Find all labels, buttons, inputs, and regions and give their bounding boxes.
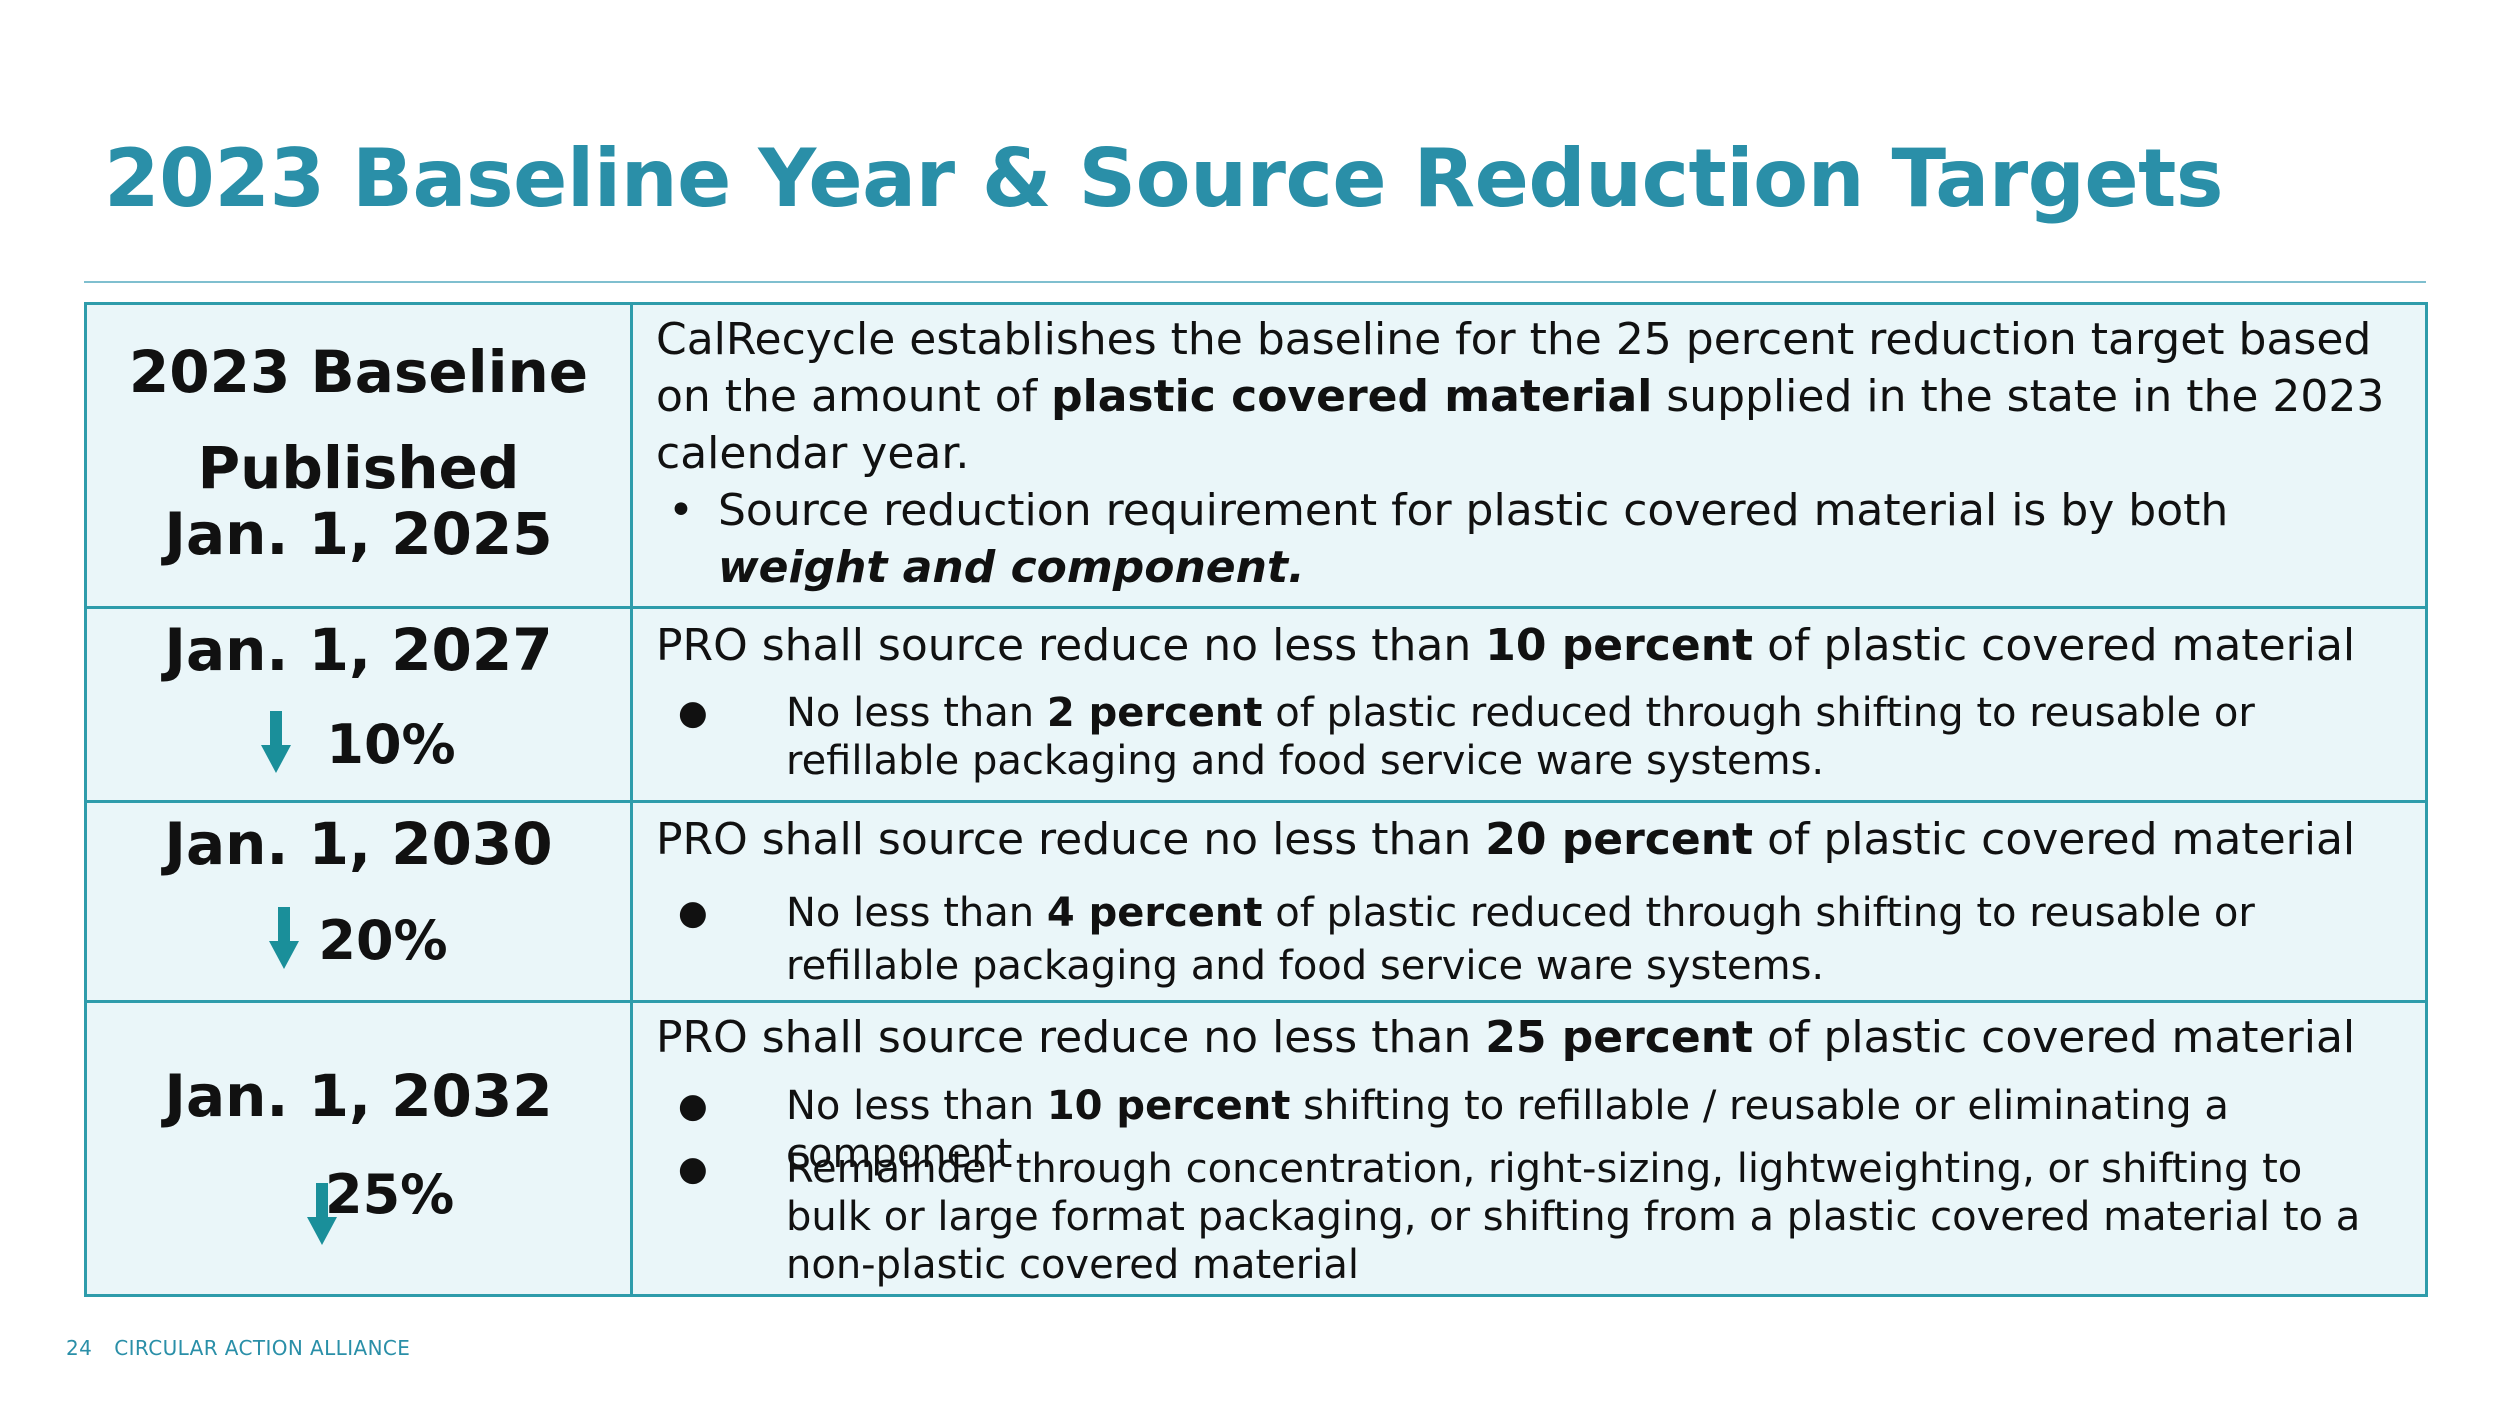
target-2032-arrow-wrap: [307, 1183, 337, 1249]
page-number: 24: [66, 1336, 93, 1360]
targets-table: 2023 Baseline Published Jan. 1, 2025 Cal…: [84, 302, 2428, 1297]
target-2027-reduction: 10%: [87, 711, 630, 777]
bullet-icon: ●: [678, 1086, 708, 1126]
target-2030-main: PRO shall source reduce no less than 20 …: [656, 814, 2356, 865]
baseline-description-cell: CalRecycle establishes the baseline for …: [636, 305, 2425, 606]
table-row-2027: Jan. 1, 2027 10% PRO shall source reduce…: [87, 606, 2425, 803]
target-2027-main: PRO shall source reduce no less than 10 …: [656, 620, 2356, 671]
bullet-icon: ●: [678, 693, 708, 733]
table-row-2032: Jan. 1, 2032 25% PRO shall source reduce…: [87, 1000, 2425, 1297]
target-2030-label-cell: Jan. 1, 2030 20%: [87, 803, 633, 1003]
footer-organization: CIRCULAR ACTION ALLIANCE: [114, 1336, 411, 1360]
target-2030-percent: 20%: [318, 908, 448, 972]
published-label: Published: [197, 434, 520, 502]
bullet-icon: •: [668, 485, 694, 536]
down-arrow-icon: [261, 711, 292, 777]
page-title: 2023 Baseline Year & Source Reduction Ta…: [104, 132, 2224, 225]
bullet-icon: ●: [678, 1149, 708, 1189]
title-divider: [84, 281, 2426, 283]
target-2030-description-cell: PRO shall source reduce no less than 20 …: [636, 803, 2425, 1003]
down-arrow-icon: [269, 907, 300, 973]
target-2032-label-cell: Jan. 1, 2032 25%: [87, 1003, 633, 1297]
target-2027-percent: 10%: [326, 712, 456, 776]
target-2030-date: Jan. 1, 2030: [164, 810, 553, 878]
table-row-2030: Jan. 1, 2030 20% PRO shall source reduce…: [87, 800, 2425, 1003]
baseline-paragraph: CalRecycle establishes the baseline for …: [656, 314, 2385, 479]
down-arrow-icon: [307, 1183, 337, 1249]
target-2027-date: Jan. 1, 2027: [164, 616, 553, 684]
target-2032-main: PRO shall source reduce no less than 25 …: [656, 1012, 2356, 1063]
target-2030-reduction: 20%: [87, 907, 630, 973]
baseline-title: 2023 Baseline: [128, 338, 589, 406]
bullet-icon: ●: [678, 893, 708, 933]
table-row-baseline: 2023 Baseline Published Jan. 1, 2025 Cal…: [87, 305, 2425, 606]
published-date: Jan. 1, 2025: [164, 500, 553, 568]
footer: 24 CIRCULAR ACTION ALLIANCE: [66, 1336, 410, 1360]
baseline-label-cell: 2023 Baseline Published Jan. 1, 2025: [87, 305, 633, 606]
target-2032-description-cell: PRO shall source reduce no less than 25 …: [636, 1003, 2425, 1297]
target-2027-description-cell: PRO shall source reduce no less than 10 …: [636, 609, 2425, 803]
target-2027-label-cell: Jan. 1, 2027 10%: [87, 609, 633, 803]
target-2032-percent: 25%: [325, 1163, 455, 1226]
target-2032-date: Jan. 1, 2032: [164, 1062, 553, 1130]
